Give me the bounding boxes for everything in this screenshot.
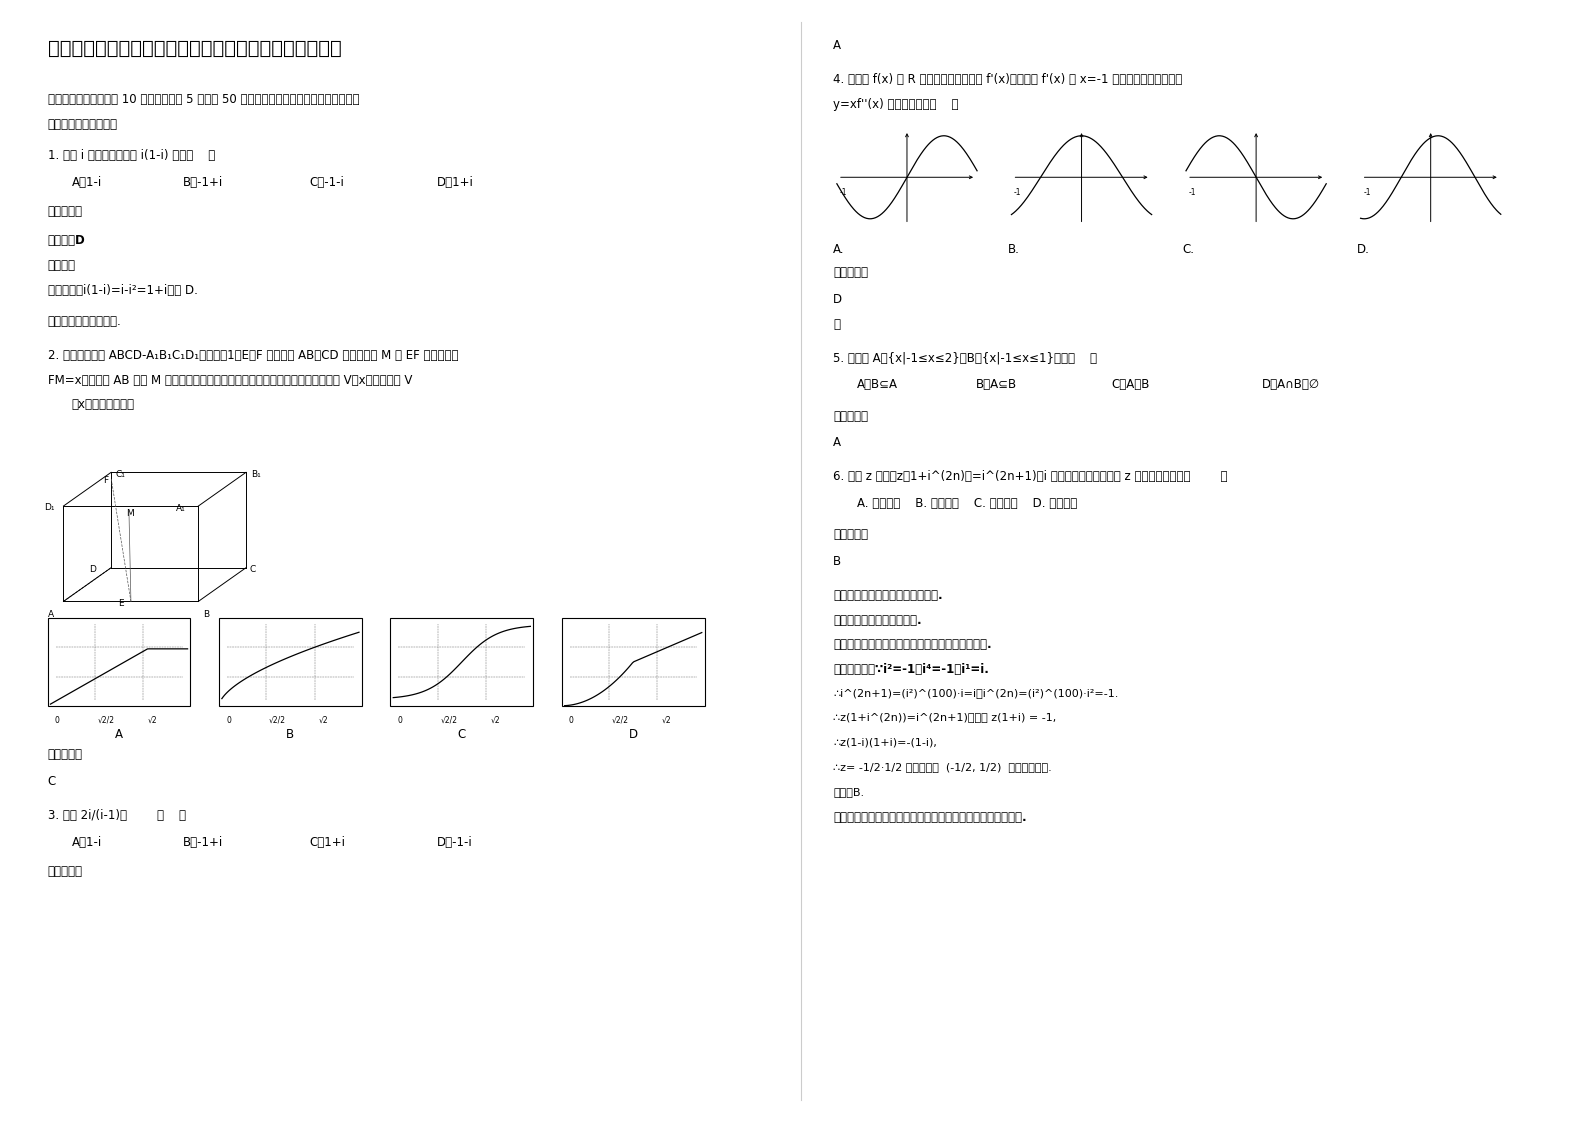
Text: B．-1+i: B．-1+i [183,176,222,190]
Text: F: F [103,476,108,485]
Text: C: C [457,728,467,742]
Text: 是一个符合题目要求的: 是一个符合题目要求的 [48,118,117,131]
Text: D．-1-i: D．-1-i [436,836,473,849]
Text: 【点评】本题考查了复数的运算法则和几何意义，属于基础题.: 【点评】本题考查了复数的运算法则和几何意义，属于基础题. [833,811,1027,825]
Text: 4. 设函数 f(x) 在 R 上可导，其导函数为 f'(x)，且函数 f'(x) 在 x=-1 处取得极大值，则函数: 4. 设函数 f(x) 在 R 上可导，其导函数为 f'(x)，且函数 f'(x… [833,73,1182,86]
Text: 【分析】利用复数的运算法则和几何意义即可得出.: 【分析】利用复数的运算法则和几何意义即可得出. [833,638,992,652]
Text: √2: √2 [148,716,157,725]
Text: √2/2: √2/2 [98,716,114,725]
Text: D: D [833,293,843,306]
Text: A．B⊆A: A．B⊆A [857,378,898,392]
Text: 考点：复数的四则运算.: 考点：复数的四则运算. [48,315,121,329]
Text: D．A∩B＝∅: D．A∩B＝∅ [1262,378,1320,392]
Text: 3. 复数 2i/(i-1)＝        （    ）: 3. 复数 2i/(i-1)＝ （ ） [48,809,186,822]
Text: √2/2: √2/2 [611,716,628,725]
Text: （x）的大致图象是: （x）的大致图象是 [71,398,135,412]
Text: y=xf''(x) 的图像可能是（    ）: y=xf''(x) 的图像可能是（ ） [833,98,959,111]
Text: A₁: A₁ [176,504,186,513]
Text: 0: 0 [227,716,232,725]
Text: 【答案】D: 【答案】D [48,234,86,248]
Text: 一、选择题：本大题共 10 小题，每小题 5 分，共 50 分。在每小题给出的四个选项中，只有: 一、选择题：本大题共 10 小题，每小题 5 分，共 50 分。在每小题给出的四… [48,93,359,107]
Text: A．1-i: A．1-i [71,176,102,190]
Text: √2: √2 [319,716,329,725]
Text: B: B [286,728,295,742]
Text: √2/2: √2/2 [270,716,286,725]
Text: B．-1+i: B．-1+i [183,836,222,849]
Text: A. 第一象限    B. 第二象限    C. 第三象限    D. 第四象限: A. 第一象限 B. 第二象限 C. 第三象限 D. 第四象限 [857,497,1078,511]
Text: ∴z= -1/2·1/2 所对应的点  (-1/2, 1/2)  位于第二象限.: ∴z= -1/2·1/2 所对应的点 (-1/2, 1/2) 位于第二象限. [833,762,1052,772]
Text: 参考答案：: 参考答案： [48,205,83,219]
Text: 参考答案：: 参考答案： [833,410,868,423]
Text: -1: -1 [1189,188,1197,197]
Text: -1: -1 [840,188,847,197]
Text: √2/2: √2/2 [440,716,457,725]
Text: -1: -1 [1363,188,1371,197]
Text: 【考点】复数代数形式的乘除运算.: 【考点】复数代数形式的乘除运算. [833,589,943,603]
Text: A: A [833,39,841,53]
Text: C．1+i: C．1+i [309,836,346,849]
Text: A．1-i: A．1-i [71,836,102,849]
Text: 0: 0 [397,716,403,725]
Text: 故选：B.: 故选：B. [833,787,865,797]
Text: D₁: D₁ [44,503,56,512]
Text: C.: C. [1182,243,1195,257]
Bar [48,618,190,706]
Text: 试题分析：i(1-i)=i-i²=1+i，选 D.: 试题分析：i(1-i)=i-i²=1+i，选 D. [48,284,197,297]
Text: C．A＝B: C．A＝B [1111,378,1149,392]
Text: A: A [114,728,124,742]
Text: 2. 如图：正方体 ABCD-A₁B₁C₁D₁的棱长为1，E、F 分别是棱 AB、CD 的中点，点 M 是 EF 上的动点，: 2. 如图：正方体 ABCD-A₁B₁C₁D₁的棱长为1，E、F 分别是棱 AB… [48,349,459,362]
Text: 1. 已知 i 为虚数单位，则 i(1-i) 等于（    ）: 1. 已知 i 为虚数单位，则 i(1-i) 等于（ ） [48,149,214,163]
Text: B: B [203,610,209,619]
Bar [219,618,362,706]
Text: 【解答】解：∵i²=-1，i⁴=-1，i¹=i.: 【解答】解：∵i²=-1，i⁴=-1，i¹=i. [833,663,989,677]
Text: 0: 0 [54,716,60,725]
Text: -1: -1 [1014,188,1022,197]
Text: 参考答案：: 参考答案： [48,865,83,879]
Text: 0: 0 [568,716,574,725]
Text: C₁: C₁ [116,470,125,479]
Text: C．-1-i: C．-1-i [309,176,344,190]
Text: 【专题】数系的扩充和复数.: 【专题】数系的扩充和复数. [833,614,922,627]
Text: ∴i^(2n+1)=(i²)^(100)·i=i，i^(2n)=(i²)^(100)·i²=-1.: ∴i^(2n+1)=(i²)^(100)·i=i，i^(2n)=(i²)^(10… [833,688,1119,698]
Text: E: E [119,599,124,608]
Text: B₁: B₁ [251,470,260,479]
Text: B．A⊆B: B．A⊆B [976,378,1017,392]
Bar [562,618,705,706]
Bar [390,618,533,706]
Text: D.: D. [1357,243,1370,257]
Text: 参考答案：: 参考答案： [833,528,868,542]
Text: 辽宁省朝阳市第十八高级中学高三数学文期末试题含解析: 辽宁省朝阳市第十八高级中学高三数学文期末试题含解析 [48,39,341,58]
Text: D．1+i: D．1+i [436,176,473,190]
Text: 5. 设集合 A＝{x|-1≤x≤2}，B＝{x|-1≤x≤1}，则（    ）: 5. 设集合 A＝{x|-1≤x≤2}，B＝{x|-1≤x≤1}，则（ ） [833,351,1097,365]
Text: √2: √2 [490,716,500,725]
Text: B: B [833,555,841,569]
Text: A.: A. [833,243,844,257]
Text: ∴z(1+i^(2n))=i^(2n+1)，化为 z(1+i) = -1,: ∴z(1+i^(2n))=i^(2n+1)，化为 z(1+i) = -1, [833,712,1057,723]
Text: FM=x，过直线 AB 和点 M 的平面将正方体分成上下两部分，记下面那部分的体积为 V（x），则函数 V: FM=x，过直线 AB 和点 M 的平面将正方体分成上下两部分，记下面那部分的体… [48,374,413,387]
Text: B.: B. [1008,243,1019,257]
Text: M: M [125,509,133,518]
Text: ∴z(1-i)(1+i)=-(1-i),: ∴z(1-i)(1+i)=-(1-i), [833,737,936,747]
Text: 参考答案：: 参考答案： [833,266,868,279]
Text: 6. 复数 z 满足：z（1+i^(2n)）=i^(2n+1)（i 是虚数单位），则复数 z 在复平面内位于（        ）: 6. 复数 z 满足：z（1+i^(2n)）=i^(2n+1)（i 是虚数单位）… [833,470,1228,484]
Text: D: D [628,728,638,742]
Text: 【解析】: 【解析】 [48,259,76,273]
Text: 略: 略 [833,318,840,331]
Text: 参考答案：: 参考答案： [48,748,83,762]
Text: √2: √2 [662,716,671,725]
Text: C: C [249,565,256,574]
Text: A: A [833,436,841,450]
Text: C: C [48,775,56,789]
Text: A: A [48,610,54,619]
Text: D: D [89,565,95,574]
